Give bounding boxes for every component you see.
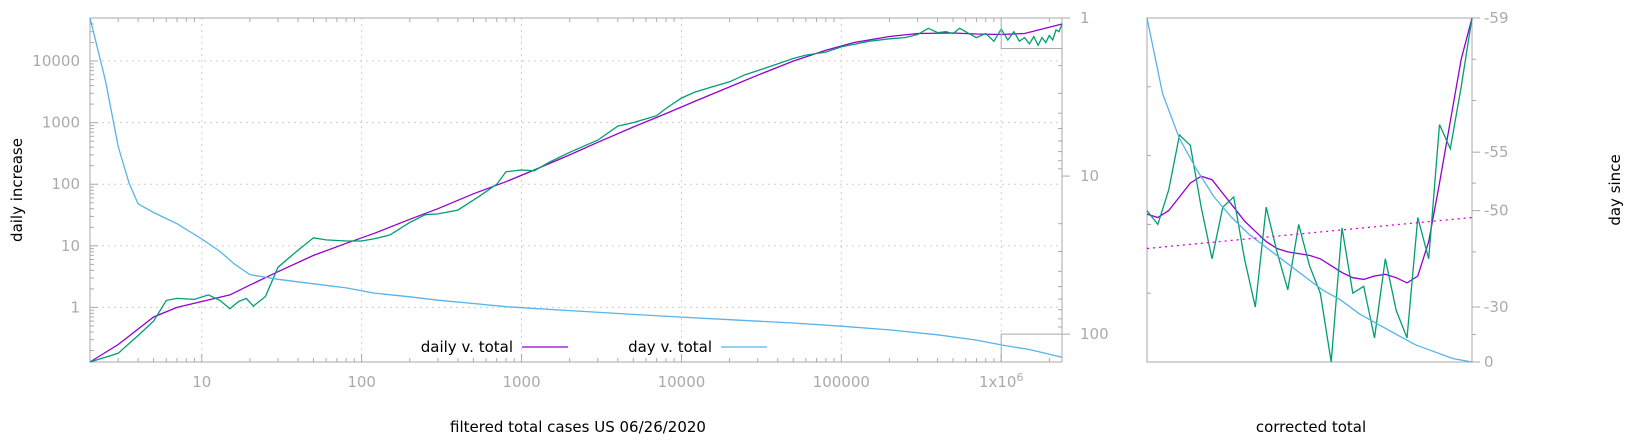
legend-label-day: day v. total [628, 338, 712, 356]
side-plot-frame [1146, 17, 1473, 363]
main-plot: 10 100 1000 10000 100000 1x106 1 10 100 1000 10000… [32, 9, 1108, 391]
y-tick-label: 100 [51, 175, 80, 193]
y-tick-label: 10000 [32, 52, 80, 70]
side-y2-tick-label: -30 [1484, 298, 1509, 316]
y-tick-label: 1 [70, 298, 80, 316]
y2-tick-label: 1 [1080, 9, 1090, 27]
inset-marker-top [1000, 18, 1062, 49]
main-x-axis-label: filtered total cases US 06/26/2020 [450, 418, 706, 436]
side-y2-tick-label: -59 [1484, 9, 1509, 27]
side-y2-axis-label: day since [1606, 154, 1624, 225]
x-tick-label: 10 [192, 373, 211, 391]
side-series-line-4 [1146, 216, 1473, 250]
inset-marker-bottom [1000, 333, 1062, 362]
side-x-axis-label: corrected total [1256, 418, 1366, 436]
x-tick-label: 1000 [502, 373, 540, 391]
y2-tick-label: 10 [1080, 167, 1099, 185]
y-tick-label: 10 [61, 237, 80, 255]
side-y2-tick-label: 0 [1484, 353, 1494, 371]
side-series-line-1 [1146, 17, 1473, 284]
series-line-2 [89, 23, 1063, 363]
side-plot: -59 -55 -50 -30 0 [1146, 9, 1509, 371]
x-tick-label: 100 [347, 373, 376, 391]
side-y2-tick-label: -55 [1484, 143, 1509, 161]
side-series-line-2 [1146, 17, 1473, 363]
series-line-1 [89, 23, 1063, 363]
series-line-3 [89, 17, 1063, 358]
y-tick-label: 1000 [42, 114, 80, 132]
y2-tick-label: 100 [1080, 325, 1109, 343]
x-tick-label: 100000 [813, 373, 870, 391]
x-tick-label: 10000 [658, 373, 706, 391]
main-y-axis-label: daily increase [8, 138, 26, 242]
main-plot-frame [89, 17, 1063, 363]
x-tick-label: 1x106 [979, 371, 1024, 391]
side-series-line-3 [1146, 17, 1473, 363]
legend-label-daily: daily v. total [421, 338, 513, 356]
side-y2-tick-label: -50 [1484, 202, 1509, 220]
